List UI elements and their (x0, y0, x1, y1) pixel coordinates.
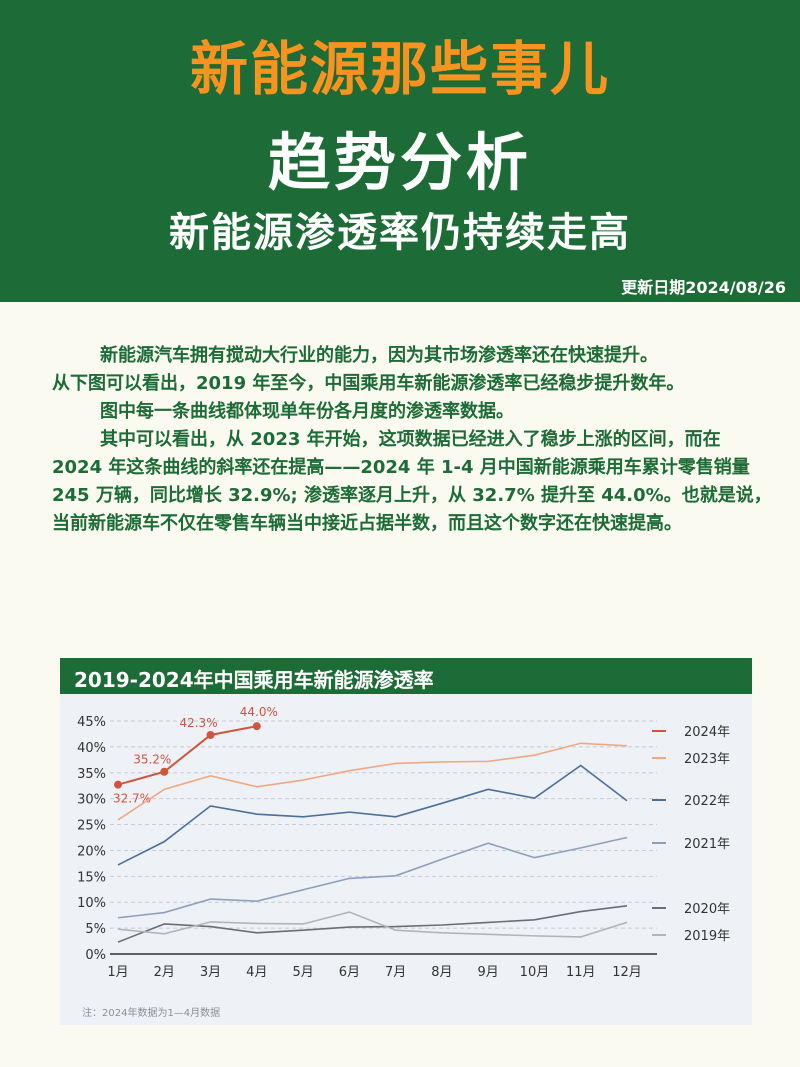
x-tick-label: 3月 (200, 965, 221, 980)
main-title: 趋势分析 (267, 126, 532, 199)
article-body: 新能源汽车拥有搅动大行业的能力，因为其市场渗透率还在快速提升。 从下图可以看出，… (52, 342, 772, 538)
x-tick-label: 6月 (339, 965, 360, 980)
x-tick-label: 7月 (385, 965, 406, 980)
data-point (206, 730, 215, 739)
chart-title: 2019-2024年中国乘用车新能源渗透率 (60, 658, 752, 694)
y-tick-label: 20% (77, 844, 106, 859)
data-label: 32.7% (113, 792, 151, 806)
chart-panel: 2019-2024年中国乘用车新能源渗透率 0% 5% 10% 15% 20% 25% 30… (60, 658, 752, 1025)
series-line-2019年 (117, 911, 628, 938)
y-tick-label: 10% (77, 896, 106, 911)
y-tick-label: 5% (85, 922, 106, 937)
y-tick-label: 0% (85, 948, 106, 963)
legend-label: 2019年 (684, 929, 730, 944)
series-line-2021年 (117, 836, 628, 919)
y-tick-label: 40% (77, 741, 106, 756)
series-line-2022年 (117, 764, 628, 866)
data-label: 42.3% (179, 716, 217, 730)
line-chart: 0% 5% 10% 15% 20% 25% 30% 35% 40% 45% 1月 2月 3月 4月 5月 6月… (77, 705, 730, 980)
paragraph: 图中每一条曲线都体现单年份各月度的渗透率数据。 (100, 401, 514, 422)
series-line-2020年 (117, 905, 628, 943)
legend-label: 2023年 (684, 752, 730, 767)
chart-note: 注：2024年数据为1—4月数据 (82, 1008, 221, 1019)
legend-label: 2024年 (684, 725, 730, 740)
y-tick-label: 45% (77, 715, 106, 730)
paragraph: 从下图可以看出，2019 年至今，中国乘用车新能源渗透率已经稳步提升数年。 (52, 373, 685, 394)
data-label: 35.2% (133, 753, 171, 767)
x-tick-label: 5月 (292, 965, 313, 980)
y-tick-label: 25% (77, 819, 106, 834)
data-point (160, 767, 169, 776)
data-point (252, 722, 261, 731)
paragraph: 其中可以看出，从 2023 年开始，这项数据已经进入了稳步上涨的区间，而在 20… (52, 429, 772, 534)
x-tick-label: 8月 (431, 965, 452, 980)
x-tick-label: 10月 (520, 965, 550, 980)
x-tick-label: 4月 (246, 965, 267, 980)
x-tick-label: 9月 (478, 965, 499, 980)
data-point (114, 780, 122, 789)
x-tick-label: 1月 (107, 965, 128, 980)
legend-label: 2021年 (684, 837, 730, 852)
y-tick-label: 15% (77, 870, 106, 885)
legend-label: 2020年 (684, 902, 730, 917)
update-date: 更新日期2024/08/26 (621, 278, 786, 297)
series-line-2024年 (117, 725, 258, 786)
x-tick-label: 12月 (612, 965, 642, 980)
y-tick-label: 30% (77, 793, 106, 808)
data-label: 44.0% (240, 705, 278, 719)
series-title: 新能源那些事儿 (189, 35, 610, 103)
legend-label: 2022年 (684, 794, 730, 809)
subtitle: 新能源渗透率仍持续走高 (169, 210, 631, 256)
paragraph: 新能源汽车拥有搅动大行业的能力，因为其市场渗透率还在快速提升。 (100, 345, 658, 366)
series-line-2023年 (117, 742, 628, 821)
x-tick-label: 11月 (566, 965, 596, 980)
header-banner: 新能源那些事儿 趋势分析 新能源渗透率仍持续走高 更新日期2024/08/26 (0, 0, 800, 302)
y-tick-label: 35% (77, 767, 106, 782)
x-tick-label: 2月 (154, 965, 175, 980)
